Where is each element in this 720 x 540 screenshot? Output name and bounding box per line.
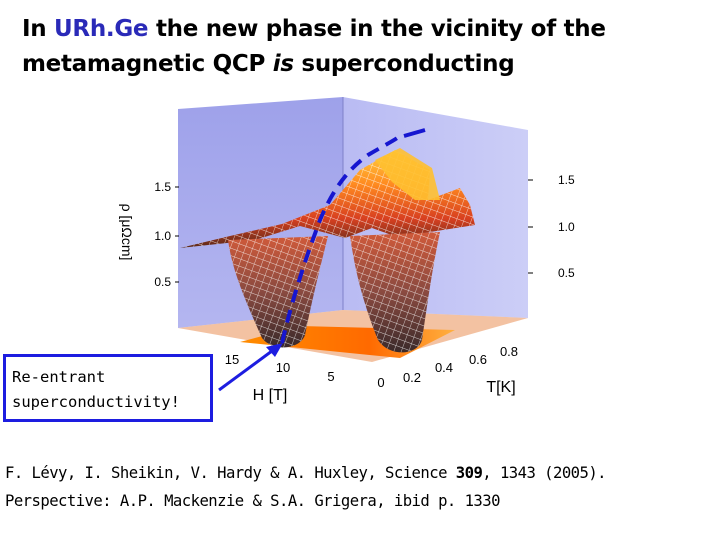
h-tick-5: 5: [327, 369, 334, 384]
t-tick-0.6: 0.6: [469, 352, 487, 367]
resistivity-3d-plot: 1.5 1.0 0.5 ρ [μΩcm] 1.5 1.0 0.5 15 10 5…: [119, 97, 575, 404]
callout-line-2: superconductivity!: [12, 393, 180, 411]
z-tick-left-1: 1.5: [154, 180, 171, 194]
sc-well-high-field-mesh: [350, 232, 440, 353]
z-tick-left-2: 1.0: [154, 229, 171, 243]
z-tick-right-1: 1.5: [558, 173, 575, 187]
callout-line-1: Re-entrant: [12, 368, 106, 386]
z-axis-label: ρ [μΩcm]: [119, 204, 135, 261]
title-text-1: In: [22, 16, 55, 42]
t-tick-0.2: 0.2: [403, 370, 421, 385]
t-axis: 0.2 0.4 0.6 0.8: [403, 344, 518, 385]
citation-authors: F. Lévy, I. Sheikin, V. Hardy & A. Huxle…: [5, 464, 456, 482]
h-axis: 15 10 5 0: [225, 352, 385, 390]
h-tick-0: 0: [377, 375, 384, 390]
dashed-line-tail: [403, 128, 426, 138]
dashed-metamagnetic-line: [280, 134, 402, 344]
h-axis-label: H [T]: [253, 387, 288, 404]
citation: F. Lévy, I. Sheikin, V. Hardy & A. Huxle…: [5, 459, 717, 515]
t-axis-label: T[K]: [486, 379, 515, 396]
title-italic: is: [272, 51, 294, 77]
title-text-2: the new phase in the vicinity of the met…: [22, 16, 606, 77]
title-text-3: superconducting: [293, 51, 515, 77]
t-tick-0.4: 0.4: [435, 360, 453, 375]
z-axis-right: 1.5 1.0 0.5: [528, 173, 575, 280]
z-axis-left: 1.5 1.0 0.5: [154, 180, 179, 289]
callout-arrowhead-icon: [266, 343, 283, 357]
h-tick-10: 10: [276, 360, 290, 375]
z-tick-right-3: 0.5: [558, 266, 575, 280]
slide-title: In URh.Ge the new phase in the vicinity …: [22, 12, 712, 82]
z-tick-right-2: 1.0: [558, 220, 575, 234]
callout-box: Re-entrant superconductivity!: [3, 354, 213, 422]
title-compound: URh.Ge: [54, 16, 149, 42]
callout-arrow-line: [218, 346, 277, 392]
citation-pages: , 1343 (2005).: [482, 464, 607, 482]
t-tick-0.8: 0.8: [500, 344, 518, 359]
citation-line-2: Perspective: A.P. Mackenzie & S.A. Grige…: [5, 492, 501, 510]
h-tick-15: 15: [225, 352, 239, 367]
sc-well-low-field-mesh: [228, 236, 328, 348]
citation-line-1: F. Lévy, I. Sheikin, V. Hardy & A. Huxle…: [5, 459, 717, 487]
surface-peak: [375, 148, 440, 200]
z-tick-left-3: 0.5: [154, 275, 171, 289]
citation-volume: 309: [455, 464, 483, 482]
